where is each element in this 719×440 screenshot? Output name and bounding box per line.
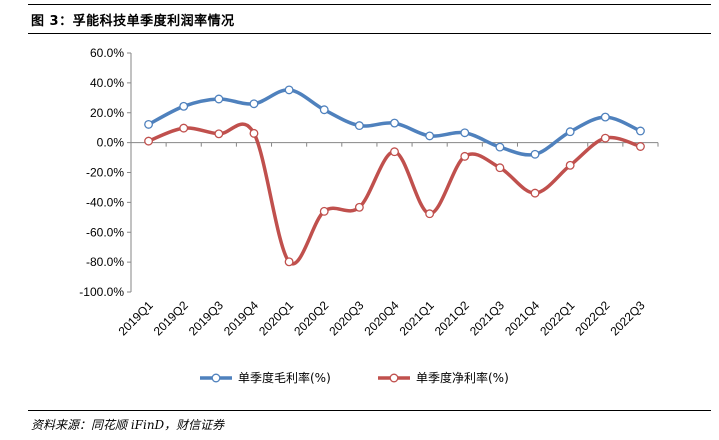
bottom-rule [28,410,711,411]
data-point-2 [565,160,575,170]
x-tick-label: 2020Q3 [326,298,366,338]
data-point-1 [284,85,294,95]
legend-label-2: 单季度净利率(%) [416,370,509,385]
data-point-1 [530,149,540,159]
data-point-1 [460,128,470,138]
y-tick-label: -100.0% [79,285,124,299]
x-tick-label: 2020Q1 [256,298,296,338]
x-tick-label: 2019Q1 [116,298,156,338]
x-tick-label: 2022Q3 [607,298,647,338]
data-point-2 [460,151,470,161]
data-point-2 [144,136,154,146]
data-point-2 [635,142,645,151]
data-point-2 [495,163,505,173]
series-line-2 [146,122,643,266]
data-point-1 [600,112,610,122]
x-tick-label: 2020Q4 [362,298,402,338]
source-note: 资料来源：同花顺 iFinD，财信证券 [31,418,225,432]
data-point-1 [354,121,364,131]
data-point-2 [530,188,540,198]
data-point-2 [354,202,364,212]
y-tick-label: -40.0% [86,195,124,209]
data-point-1 [214,94,224,104]
legend-marker-1 [211,373,221,383]
data-point-1 [249,99,259,109]
data-point-2 [425,209,435,219]
data-point-1 [495,142,505,152]
x-tick-label: 2021Q4 [502,298,542,338]
legend-marker-2 [389,373,399,383]
data-point-2 [249,128,259,138]
data-point-1 [319,105,329,115]
x-tick-label: 2019Q2 [151,298,191,338]
x-tick-label: 2022Q2 [572,298,612,338]
x-tick-label: 2021Q2 [432,298,472,338]
y-tick-label: 0.0% [97,136,125,150]
data-point-1 [144,119,154,129]
legend-label-1: 单季度毛利率(%) [238,370,331,385]
y-tick-label: -20.0% [86,166,124,180]
y-tick-label: -80.0% [86,255,124,269]
x-tick-label: 2021Q3 [467,298,507,338]
data-point-1 [425,131,435,141]
x-tick-label: 2020Q2 [291,298,331,338]
y-tick-label: 60.0% [90,46,124,60]
data-point-1 [390,118,399,128]
y-tick-label: 20.0% [90,106,124,120]
x-tick-label: 2022Q1 [537,298,577,338]
data-point-1 [565,127,575,137]
y-tick-label: -60.0% [86,225,124,239]
x-tick-label: 2019Q4 [221,298,261,338]
x-tick-label: 2021Q1 [397,298,437,338]
y-tick-label: 40.0% [90,76,124,90]
top-rule [28,4,711,5]
data-point-2 [319,206,329,216]
chart-svg: 60.0% 40.0% 20.0% 0.0% -20.0% -40.0% -60.0% -80… [79,46,659,385]
title-rule [28,33,711,34]
figure-title: 图 3：孚能科技单季度利润率情况 [31,14,235,29]
data-point-2 [179,123,189,133]
data-point-1 [635,126,645,136]
data-point-2 [600,133,610,143]
data-point-2 [284,257,294,267]
data-point-1 [179,101,189,111]
data-point-2 [214,129,224,139]
data-point-2 [390,147,399,157]
x-tick-label: 2019Q3 [186,298,226,338]
